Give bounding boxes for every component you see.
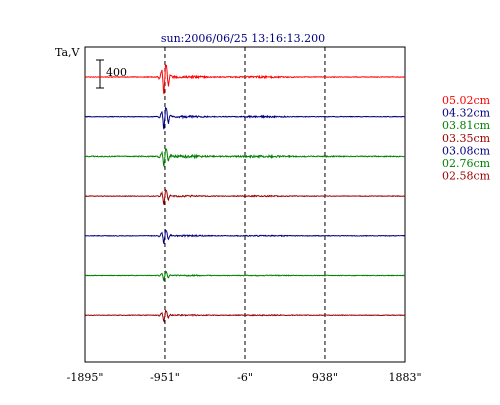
x-tick-labels: -1895" -951" -6" 938" 1883" (67, 371, 422, 384)
scale-bar: 400 (96, 59, 127, 89)
y-axis-label: Ta,V (55, 46, 81, 59)
trace-03.81cm (84, 147, 406, 168)
legend-entry: 02.76cm (442, 157, 491, 170)
traces (84, 64, 406, 323)
legend: 05.02cm04.32cm03.81cm03.35cm03.08cm02.76… (442, 94, 491, 183)
trace-05.02cm (84, 64, 406, 95)
gridlines (164, 47, 326, 362)
trace-04.32cm (84, 107, 406, 130)
trace-03.35cm (84, 188, 406, 205)
chart-title: sun:2006/06/25 13:16:13.200 (161, 32, 325, 45)
x-tick-label: -6" (237, 371, 253, 384)
trace-03.08cm (84, 228, 406, 245)
legend-entry: 03.81cm (442, 119, 491, 132)
x-tick-label: -1895" (67, 371, 104, 384)
legend-entry: 02.58cm (442, 170, 491, 183)
x-tick-label: 1883" (388, 371, 421, 384)
trace-02.76cm (84, 269, 406, 281)
legend-entry: 05.02cm (442, 94, 491, 107)
scale-bar-label: 400 (106, 66, 127, 79)
legend-entry: 03.08cm (442, 144, 491, 157)
legend-entry: 04.32cm (442, 107, 491, 120)
x-tick-label: -951" (150, 371, 180, 384)
trace-02.58cm (84, 308, 406, 323)
x-tick-label: 938" (312, 371, 338, 384)
legend-entry: 03.35cm (442, 132, 491, 145)
